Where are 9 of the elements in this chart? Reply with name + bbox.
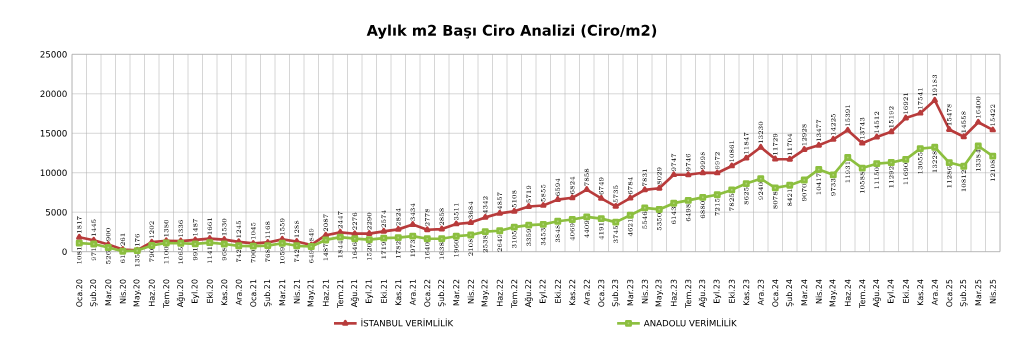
y-tick-label: 5000 [46,208,67,216]
legend-label: İSTANBUL VERİMLİLİK [361,318,454,327]
y-tick-label: 20000 [40,90,67,98]
legend-label: ANADOLU VERİMLİLİK [643,318,737,327]
y-tick-label: 10000 [40,169,67,176]
y-tick-label: 0 [62,248,67,255]
y-tick-label: 25000 [40,51,67,58]
y-tick-label: 15000 [40,130,67,137]
chart-title: Aylık m2 Başı Ciro Analizi (Ciro/m2) [366,24,657,39]
